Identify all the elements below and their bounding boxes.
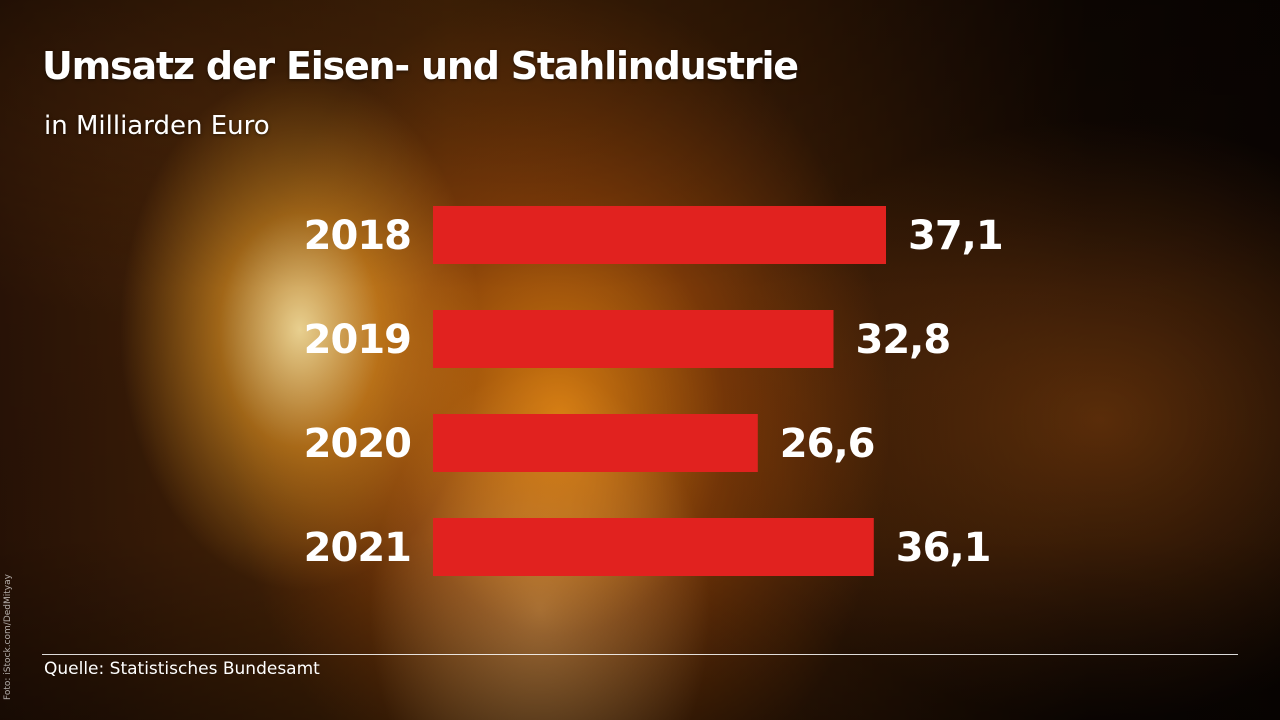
year-label: 2019 (304, 317, 411, 363)
year-label: 2018 (304, 213, 411, 259)
source-note: Quelle: Statistisches Bundesamt (44, 659, 320, 679)
chart-title: Umsatz der Eisen- und Stahlindustrie (42, 44, 799, 88)
source-divider (42, 654, 1238, 655)
value-label: 32,8 (855, 317, 950, 363)
value-label: 37,1 (908, 213, 1003, 259)
bar-2020 (433, 414, 758, 472)
year-label: 2021 (304, 525, 411, 571)
value-label: 36,1 (896, 525, 991, 571)
year-label: 2020 (304, 421, 411, 467)
bar-2019 (433, 310, 834, 368)
photo-credit: Foto: iStock.com/DedMityay (3, 574, 13, 700)
value-label: 26,6 (780, 421, 875, 467)
bar-2018 (433, 206, 886, 264)
bar-2021 (433, 518, 874, 576)
chart-subtitle: in Milliarden Euro (44, 111, 270, 141)
